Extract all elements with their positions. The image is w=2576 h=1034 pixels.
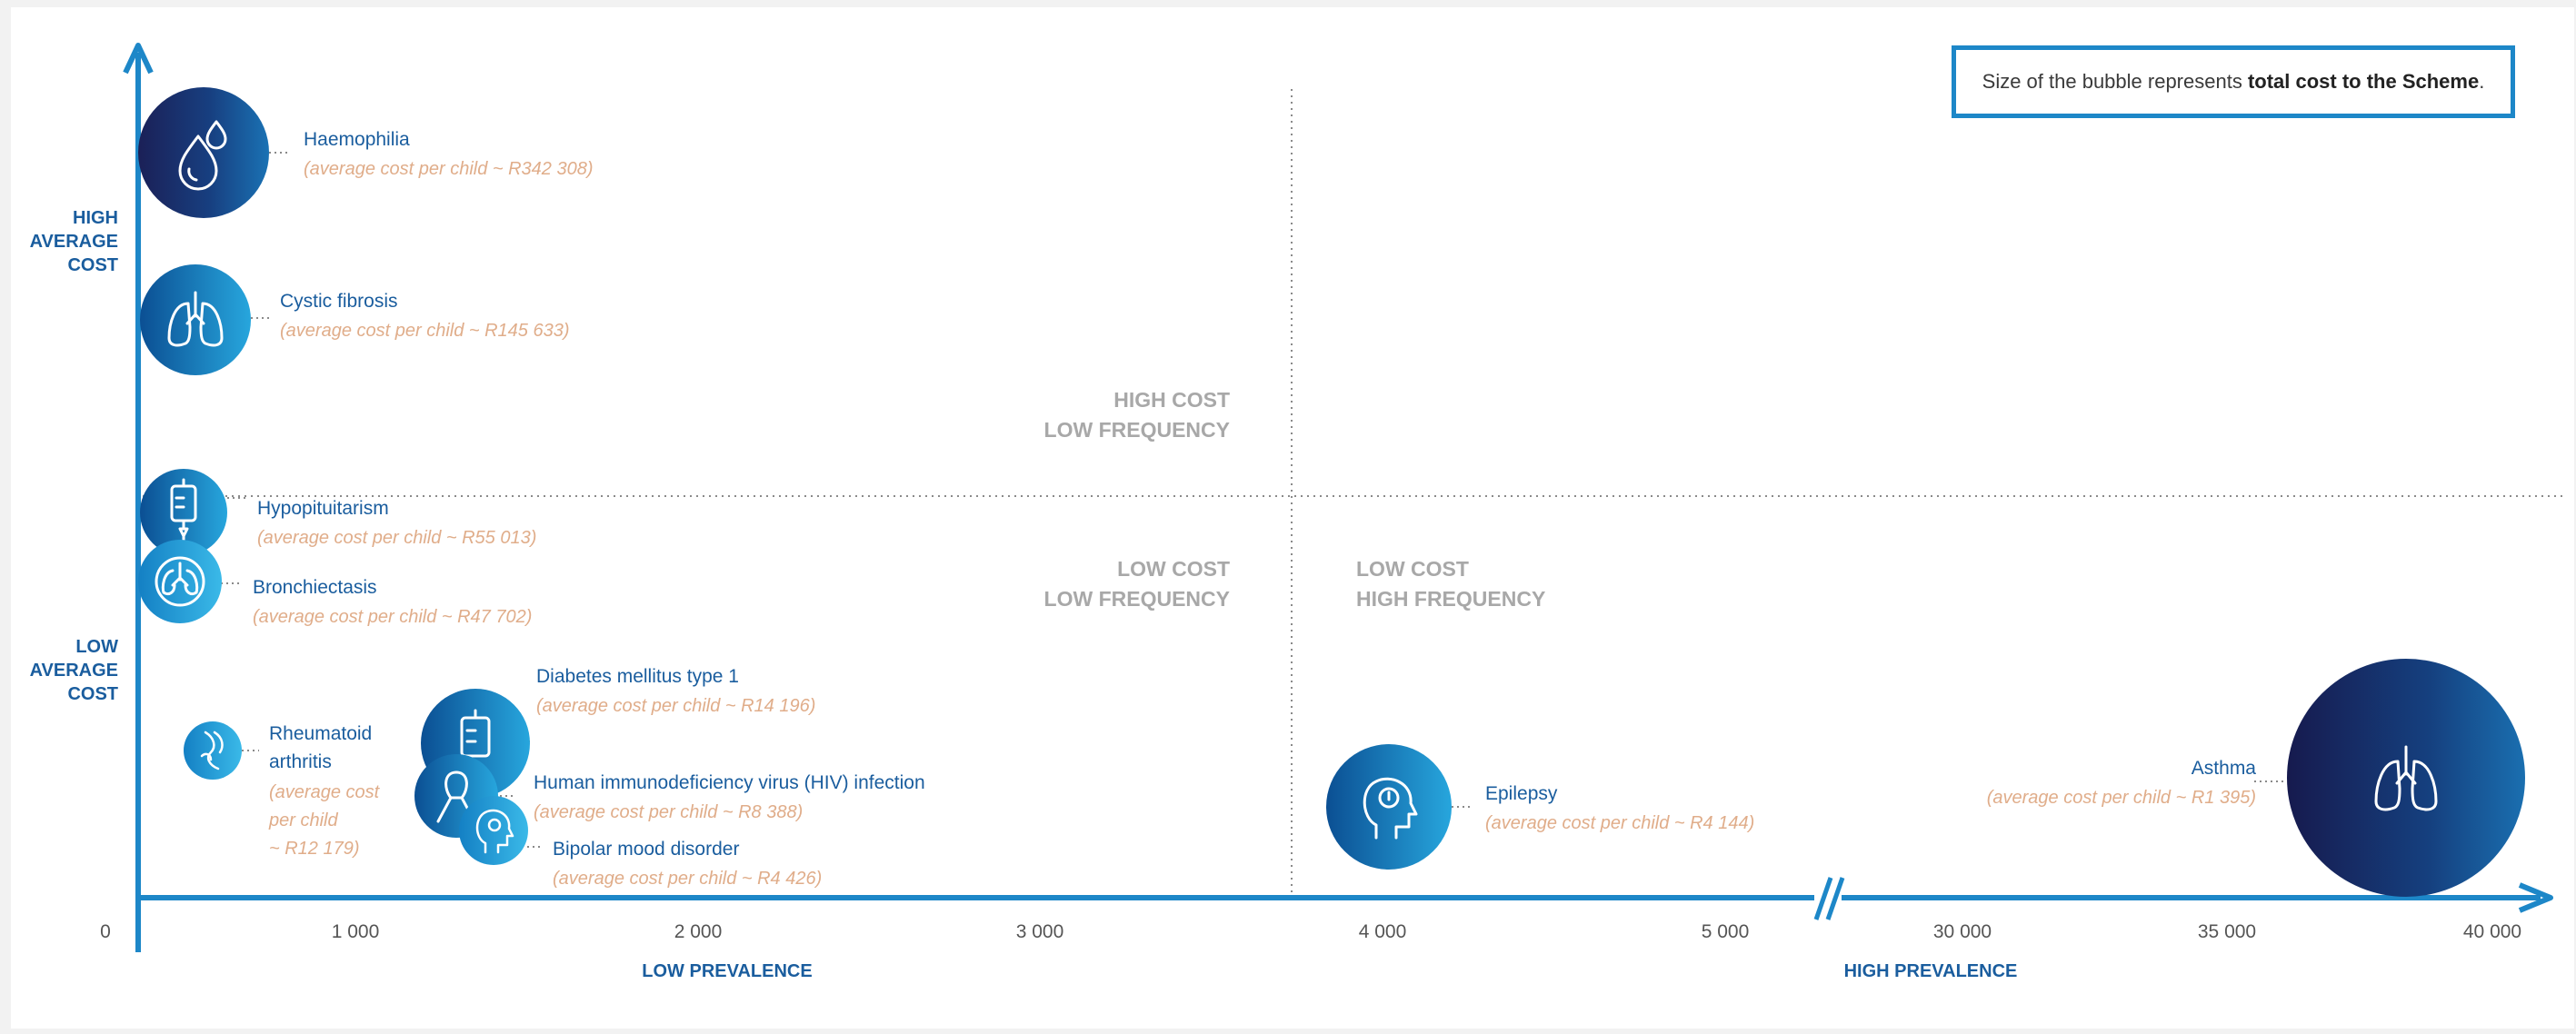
cost-hypopituitarism: (average cost per child ~ R55 013) — [257, 528, 536, 548]
svg-text:LOW FREQUENCY: LOW FREQUENCY — [1044, 418, 1230, 442]
cost-bronchiectasis: (average cost per child ~ R47 702) — [253, 607, 532, 627]
ribbon-icon — [436, 771, 476, 823]
svg-text:(average cost: (average cost — [269, 782, 381, 802]
lungs-icon — [2374, 745, 2438, 811]
svg-text:LOW FREQUENCY: LOW FREQUENCY — [1044, 587, 1230, 611]
y-label-low-average-cost: LOW AVERAGE COST — [30, 637, 119, 704]
quadrant-label-low-cost-high-frequency: LOW COST HIGH FREQUENCY — [1356, 557, 1545, 611]
x-tick: 1 000 — [332, 921, 380, 942]
x-tick: 40 000 — [2463, 921, 2521, 942]
iv-drip-icon — [460, 709, 491, 758]
label-hiv-infection: Human immunodeficiency virus (HIV) infec… — [534, 772, 925, 793]
cost-bipolar-mood-disorder: (average cost per child ~ R4 426) — [553, 869, 822, 889]
x-label-low-prevalence: LOW PREVALENCE — [642, 961, 812, 981]
note-suffix: . — [2479, 70, 2485, 93]
label-bipolar-mood-disorder: Bipolar mood disorder — [553, 839, 739, 860]
svg-text:COST: COST — [67, 684, 118, 704]
svg-text:LOW COST: LOW COST — [1117, 557, 1230, 581]
svg-text:HIGH FREQUENCY: HIGH FREQUENCY — [1356, 587, 1545, 611]
svg-text:per child: per child — [268, 810, 338, 830]
x-label-high-prevalence: HIGH PREVALENCE — [1844, 961, 2018, 981]
label-asthma: Asthma — [2192, 758, 2257, 779]
x-tick: 4 000 — [1359, 921, 1407, 942]
y-axis-arrow — [123, 43, 154, 75]
cost-rheumatoid-arthritis: (average cost per child ~ R12 179) — [268, 782, 381, 859]
bubble-haemophilia[interactable] — [138, 87, 269, 218]
x-tick: 5 000 — [1702, 921, 1750, 942]
bubble-size-note: Size of the bubble represents total cost… — [1952, 45, 2515, 118]
x-tick: 2 000 — [674, 921, 723, 942]
label-epilepsy: Epilepsy — [1485, 783, 1558, 804]
bubble-asthma[interactable] — [2287, 659, 2525, 897]
x-tick: 3 000 — [1016, 921, 1064, 942]
svg-text:AVERAGE: AVERAGE — [30, 232, 118, 252]
quadrant-label-high-cost-low-frequency: HIGH COST LOW FREQUENCY — [1044, 388, 1230, 442]
label-haemophilia: Haemophilia — [304, 129, 410, 150]
head-icon — [1363, 777, 1418, 840]
cost-hiv-infection: (average cost per child ~ R8 388) — [534, 802, 803, 822]
cost-cystic-fibrosis: (average cost per child ~ R145 633) — [280, 321, 570, 341]
cost-epilepsy: (average cost per child ~ R4 144) — [1485, 813, 1754, 833]
joint-icon — [200, 731, 224, 771]
label-hypopituitarism: Hypopituitarism — [257, 498, 389, 519]
svg-text:COST: COST — [67, 255, 118, 275]
cost-haemophilia: (average cost per child ~ R342 308) — [304, 159, 594, 179]
head-icon — [475, 809, 514, 854]
svg-text:LOW COST: LOW COST — [1356, 557, 1469, 581]
bubble-cystic-fibrosis[interactable] — [140, 264, 251, 375]
cost-asthma: (average cost per child ~ R1 395) — [1987, 788, 2256, 808]
label-cystic-fibrosis: Cystic fibrosis — [280, 291, 398, 312]
x-axis-arrow — [2518, 882, 2553, 913]
lungs-round-icon — [155, 556, 205, 607]
svg-text:HIGH COST: HIGH COST — [1113, 388, 1230, 412]
note-bold: total cost to the Scheme — [2247, 70, 2480, 93]
svg-text:LOW: LOW — [75, 637, 118, 657]
svg-text:AVERAGE: AVERAGE — [30, 661, 118, 681]
svg-text:Rheumatoid: Rheumatoid — [269, 723, 372, 744]
y-label-high-average-cost: HIGH AVERAGE COST — [30, 208, 118, 275]
cost-diabetes-mellitus-type-1: (average cost per child ~ R14 196) — [536, 696, 815, 716]
svg-text:HIGH: HIGH — [73, 208, 118, 228]
leader-lines — [221, 152, 2286, 848]
x-tick: 30 000 — [1933, 921, 1992, 942]
x-axis-break-mark — [1813, 877, 1845, 920]
bubble-bronchiectasis[interactable] — [138, 540, 222, 623]
chart-panel — [11, 7, 2574, 1029]
note-prefix: Size of the bubble represents — [1982, 70, 2248, 93]
svg-text:~ R12 179): ~ R12 179) — [269, 839, 360, 859]
quadrant-label-low-cost-low-frequency: LOW COST LOW FREQUENCY — [1044, 557, 1230, 611]
drops-icon — [178, 120, 227, 191]
lungs-icon — [167, 291, 224, 347]
label-rheumatoid-arthritis: Rheumatoid arthritis — [269, 723, 372, 772]
svg-text:arthritis: arthritis — [269, 751, 332, 772]
bubble-hypopituitarism[interactable] — [140, 469, 227, 556]
x-tick: 0 — [100, 921, 111, 942]
x-tick: 35 000 — [2198, 921, 2256, 942]
label-diabetes-mellitus-type-1: Diabetes mellitus type 1 — [536, 666, 739, 687]
label-bronchiectasis: Bronchiectasis — [253, 577, 377, 598]
